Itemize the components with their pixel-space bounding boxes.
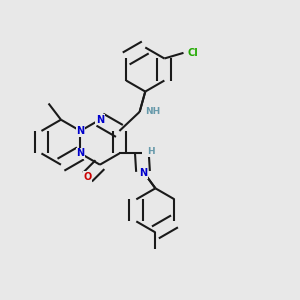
Text: Cl: Cl — [188, 48, 198, 58]
Text: N: N — [139, 168, 147, 178]
Text: N: N — [76, 148, 85, 158]
Text: O: O — [83, 172, 92, 182]
Text: N: N — [96, 115, 104, 125]
Text: NH: NH — [145, 107, 160, 116]
Text: N: N — [76, 126, 85, 136]
Text: H: H — [147, 147, 154, 156]
